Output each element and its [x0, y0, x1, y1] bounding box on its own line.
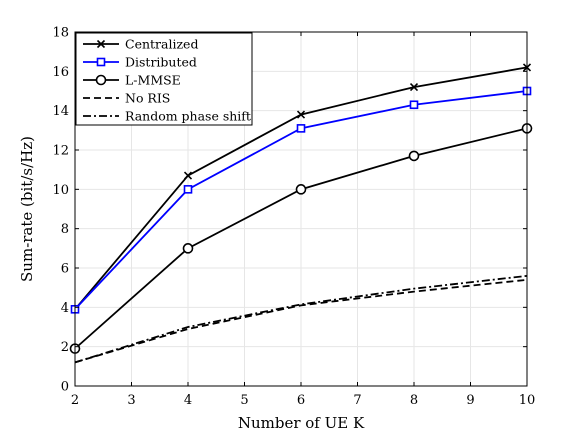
y-tick-label: 12 — [52, 144, 69, 159]
legend-label: Distributed — [125, 55, 197, 70]
x-tick-label: 4 — [184, 393, 192, 408]
series-5 — [74, 274, 528, 364]
y-tick-label: 18 — [52, 26, 69, 41]
legend-label: Random phase shift — [125, 109, 251, 124]
data-point — [182, 243, 194, 254]
data-point — [183, 185, 193, 194]
data-point — [296, 124, 306, 133]
x-tick-label: 7 — [353, 393, 361, 408]
legend-item: No RIS — [83, 91, 170, 106]
legend-marker — [95, 74, 107, 86]
legend-label: Centralized — [125, 37, 198, 52]
legend-item: Centralized — [83, 37, 198, 52]
x-tick-label: 5 — [240, 393, 248, 408]
legend-label: No RIS — [125, 91, 170, 106]
data-point — [408, 150, 420, 162]
data-point — [296, 110, 306, 119]
data-point — [409, 100, 419, 110]
y-tick-label: 8 — [61, 222, 69, 237]
series-line — [74, 278, 528, 364]
legend: Centralized Distributed L-MMSE No RIS Random… — [75, 32, 253, 126]
series-4 — [74, 278, 528, 364]
legend-marker — [96, 39, 106, 49]
x-tick-label: 8 — [410, 393, 418, 408]
y-axis-label: Sum-rate (bit/s/Hz) — [18, 136, 36, 282]
x-tick-label: 3 — [127, 393, 135, 408]
series-line — [74, 274, 528, 364]
legend-label: L-MMSE — [125, 73, 181, 88]
data-point — [409, 83, 419, 92]
grid — [74, 31, 528, 387]
y-tick-label: 0 — [61, 380, 69, 395]
x-axis-label: Number of UE K — [238, 414, 365, 432]
data-point — [183, 171, 193, 180]
y-tick-label: 14 — [52, 104, 69, 119]
y-tick-label: 10 — [52, 183, 69, 198]
x-tick-label: 9 — [466, 393, 474, 408]
y-tick-label: 16 — [52, 65, 69, 80]
x-tick-label: 2 — [71, 393, 79, 408]
legend-item: L-MMSE — [83, 73, 181, 88]
y-tick-label: 2 — [61, 340, 69, 355]
y-tick-label: 6 — [61, 262, 69, 277]
x-tick-label: 6 — [297, 393, 305, 408]
y-tick-label: 4 — [61, 301, 69, 316]
data-point — [295, 184, 307, 195]
x-tick-label: 10 — [519, 393, 536, 408]
legend-marker — [96, 57, 106, 67]
legend-item: Distributed — [83, 55, 197, 70]
legend-item: Random phase shift — [83, 109, 251, 124]
